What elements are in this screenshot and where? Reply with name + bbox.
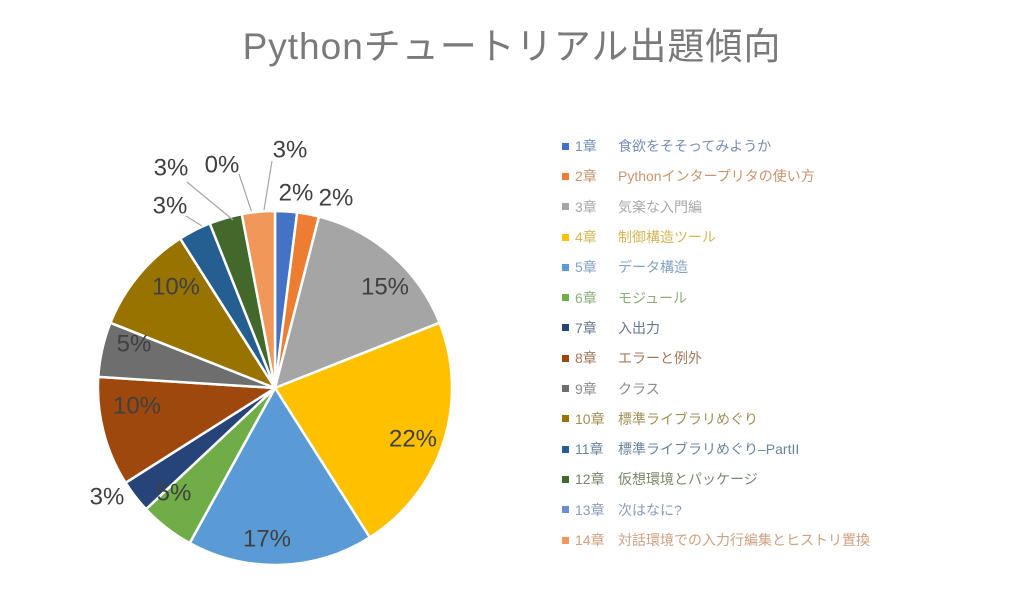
legend-marker-icon [562,324,569,332]
legend-label: データ構造 [618,259,688,276]
legend-item-8章: 8章 エラーと例外 [562,343,982,373]
legend-chapter: 5章 [575,259,597,276]
legend-item-2章: 2章 Pythonインタープリタの使い方 [562,161,982,191]
legend-label: 食欲をそそってみようか [618,138,772,155]
pie-percent-label-7章: 3% [90,484,125,511]
legend-marker-icon [562,172,569,180]
legend-marker-icon [562,385,569,393]
legend-label: 標準ライブラリめぐり–PartII [618,441,800,458]
legend-label: 制御構造ツール [618,229,716,246]
pie-percent-label-9章: 5% [117,331,152,358]
pie-slice-3章 [273,215,441,390]
leader-line-11章 [185,215,203,227]
legend-item-13章: 13章 次はなに? [562,495,982,525]
pie-slice-5章 [188,386,372,567]
pie-percent-label-6章: 5% [157,480,192,507]
legend-item-1章: 1章 食欲をそそってみようか [562,131,982,161]
leader-line-13章 [238,173,253,214]
pie-percent-label-5章: 17% [243,526,291,553]
legend-label: クラス [618,380,660,397]
legend-marker-icon [562,233,569,241]
legend-item-14章: 14章 対話環境での入力行編集とヒストリ置換 [562,525,982,555]
legend-item-7章: 7章 入出力 [562,313,982,343]
legend-marker-icon [562,536,569,544]
legend-label: 仮想環境とパッケージ [618,471,758,488]
legend-item-6章: 6章 モジュール [562,282,982,312]
legend-marker-icon [562,142,569,150]
legend-item-11章: 11章 標準ライブラリめぐり–PartII [562,434,982,464]
legend-item-5章: 5章 データ構造 [562,252,982,282]
legend-label: 気楽な入門編 [618,198,702,215]
pie-percent-label-1章: 2% [279,180,314,207]
legend-chapter: 3章 [575,198,597,215]
legend-label: 標準ライブラリめぐり [618,410,758,427]
legend-item-4章: 4章 制御構造ツール [562,222,982,252]
legend-item-10章: 10章 標準ライブラリめぐり [562,404,982,434]
pie-percent-label-10章: 10% [152,274,200,301]
pie-percent-label-13章: 0% [205,152,240,179]
legend-chapter: 7章 [575,319,597,336]
pie-slice-4章 [273,321,454,539]
pie-percent-label-2章: 2% [319,185,354,212]
chart-title: Pythonチュートリアル出題傾向 [242,26,782,67]
legend-marker-icon [562,354,569,362]
legend-label: モジュール [618,289,688,306]
leader-line-12章 [186,181,234,221]
legend-label: 入出力 [618,319,660,336]
pie-slice-10章 [109,237,277,390]
legend-marker-icon [562,294,569,302]
pie-chart: 2% 2% 15% 22% 17% 5% 3% 10% 5% 10% 3% 3% 0% 3% [90,137,454,567]
legend-chapter: 13章 [575,501,605,518]
pie-percent-label-12章: 3% [154,155,189,182]
legend-item-9章: 9章 クラス [562,373,982,403]
pie-slice-14章 [240,209,277,390]
leader-line-14章 [263,160,273,211]
chart-legend: 1章 食欲をそそってみようか 2章 Pythonインタープリタの使い方 3章 気楽な入門編… [562,131,982,555]
legend-marker-icon [562,506,569,514]
legend-chapter: 9章 [575,380,597,397]
legend-chapter: 2章 [575,168,597,185]
legend-item-3章: 3章 気楽な入門編 [562,192,982,222]
legend-item-12章: 12章 仮想環境とパッケージ [562,464,982,494]
pie-slice-8章 [96,375,277,485]
pie-percent-label-4章: 22% [389,426,437,453]
legend-chapter: 14章 [575,532,605,548]
legend-chapter: 8章 [575,350,597,367]
legend-marker-icon [562,263,569,271]
pie-percent-label-14章: 3% [273,137,308,164]
legend-chapter: 12章 [575,471,605,488]
legend-chapter: 1章 [575,138,597,155]
legend-marker-icon [562,203,569,211]
pie-percent-label-8章: 10% [113,393,161,420]
legend-marker-icon [562,415,569,423]
legend-chapter: 4章 [575,229,597,246]
legend-chapter: 6章 [575,289,597,306]
legend-chapter: 10章 [575,410,605,427]
pie-percent-label-3章: 15% [361,274,409,301]
legend-label: 次はなに? [618,501,682,518]
legend-marker-icon [562,445,569,453]
legend-marker-icon [562,475,569,483]
legend-label: エラーと例外 [618,350,702,367]
legend-label: 対話環境での入力行編集とヒストリ置換 [618,532,870,548]
legend-label: Pythonインタープリタの使い方 [618,168,815,185]
legend-chapter: 11章 [575,441,604,458]
pie-percent-label-11章: 3% [153,193,188,220]
